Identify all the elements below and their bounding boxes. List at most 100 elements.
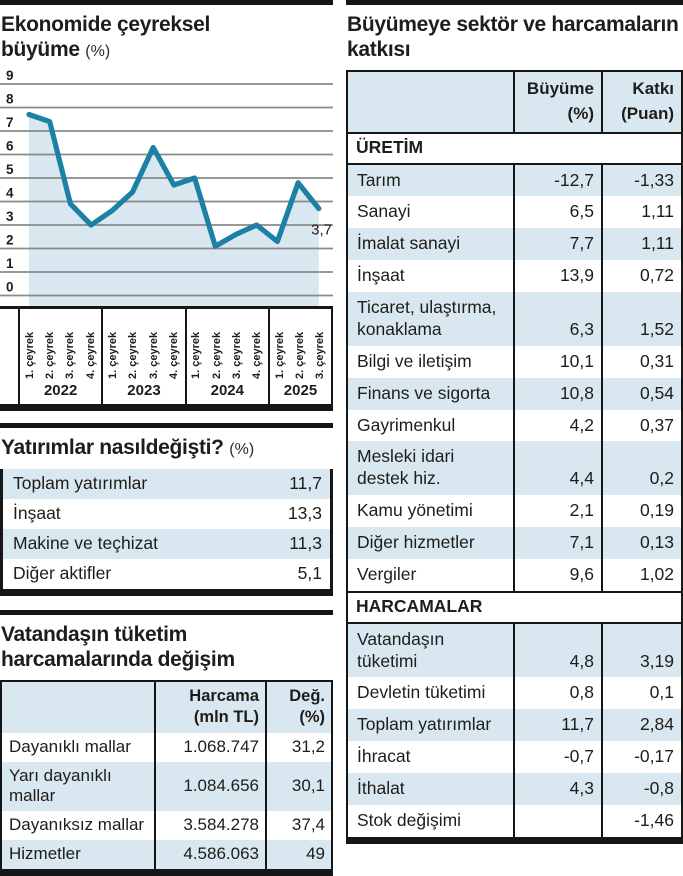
contribution-points: 0,31 xyxy=(601,345,682,378)
y-tick-label: 5 xyxy=(6,162,14,177)
growth-chart-title-text: Ekonomide çeyreksel büyüme xyxy=(1,13,211,62)
quarter-label: 4. çeyrek xyxy=(167,332,180,380)
consumption-pct: 31,2 xyxy=(265,732,332,762)
contribution-growth: 9,6 xyxy=(513,558,602,592)
investments-title: Yatırımlar nasıldeğişti? (%) xyxy=(1,435,333,460)
quarter-label: 4. çeyrek xyxy=(84,332,97,380)
section-header-label: HARCAMALAR xyxy=(347,590,682,624)
contributions-row: Mesleki idari destek hiz. 4,4 0,2 xyxy=(347,441,682,496)
consumption-amount: 1.068.747 xyxy=(154,732,266,762)
y-tick-label: 7 xyxy=(6,115,14,130)
quarter-label: 3. çeyrek xyxy=(147,332,160,380)
contribution-points: 0,37 xyxy=(601,409,682,442)
contribution-label: Mesleki idari destek hiz. xyxy=(357,446,455,489)
consumption-label: Yarı dayanıklı mallar xyxy=(9,766,112,806)
consumption-row: Dayanıksız mallar 3.584.278 37,4 xyxy=(1,810,332,840)
year-group: 1. çeyrek 2. çeyrek 3. çeyrek 2025 xyxy=(270,309,333,405)
section-divider-bar xyxy=(0,404,333,412)
left-column: Ekonomide çeyreksel büyüme (%) 9 8 7 6 5 4 3 2 1… xyxy=(0,0,333,876)
quarter-label: 3. çeyrek xyxy=(230,332,243,380)
contribution-growth: 11,7 xyxy=(513,709,602,742)
right-column: Büyümeye sektör ve harcamaların katkısı … xyxy=(346,0,683,876)
consumption-header-empty xyxy=(1,680,155,733)
contribution-points: 0,13 xyxy=(601,527,682,559)
contributions-row: Toplam yatırımlar 11,7 2,84 xyxy=(347,709,682,742)
investment-value: 13,3 xyxy=(287,502,322,523)
investments-table: Toplam yatırımlar 11,7 İnşaat 13,3 Makine ve… xyxy=(0,468,333,596)
contributions-row: Stok değişimi -1,46 xyxy=(347,804,682,841)
investments-row: İnşaat 13,3 xyxy=(2,499,332,529)
growth-chart-title: Ekonomide çeyreksel büyüme (%) xyxy=(1,12,261,62)
contribution-growth: 4,2 xyxy=(513,409,602,442)
consumption-pct: 37,4 xyxy=(265,810,332,840)
contributions-row: Kamu yönetimi 2,1 0,19 xyxy=(347,495,682,528)
contribution-points: -0,8 xyxy=(601,773,682,805)
contribution-label: Toplam yatırımlar xyxy=(357,714,492,735)
contributions-row: Devletin tüketimi 0,8 0,1 xyxy=(347,677,682,710)
contribution-points: 0,54 xyxy=(601,377,682,410)
y-tick-label: 8 xyxy=(6,92,14,107)
consumption-amount: 4.586.063 xyxy=(154,839,266,873)
growth-line xyxy=(26,112,322,250)
contribution-label: Vatandaşın tüketimi xyxy=(357,628,445,671)
y-tick-label: 0 xyxy=(6,280,14,295)
contributions-row: Tarım -12,7 -1,33 xyxy=(347,163,682,197)
contributions-table: Büyüme (%) Katkı (Puan) ÜRETİM Tarım -12,7 -1… xyxy=(346,70,683,844)
contribution-growth: 7,1 xyxy=(513,527,602,559)
contribution-growth: -12,7 xyxy=(513,163,602,197)
contributions-row: Finans ve sigorta 10,8 0,54 xyxy=(347,377,682,410)
contribution-points: -0,17 xyxy=(601,741,682,774)
contributions-row: İmalat sanayi 7,7 1,11 xyxy=(347,228,682,261)
contribution-label: Ticaret, ulaştırma, konaklama xyxy=(357,297,497,339)
chart-area-fill xyxy=(29,114,319,307)
contribution-label: Sanayi xyxy=(357,201,411,222)
year-group: 1. çeyrek 2. çeyrek 3. çeyrek 4. çeyrek 2023 xyxy=(103,309,187,405)
contribution-points: 1,02 xyxy=(601,558,682,592)
consumption-row: Dayanıklı mallar 1.068.747 31,2 xyxy=(1,732,332,762)
contribution-label: Stok değişimi xyxy=(357,809,462,830)
contributions-header-row: Büyüme (%) Katkı (Puan) xyxy=(347,71,682,133)
contribution-label: Vergiler xyxy=(357,563,417,584)
investment-label: Diğer aktifler xyxy=(13,562,112,583)
investment-value: 5,1 xyxy=(297,562,322,583)
contribution-points: 0,2 xyxy=(601,441,682,496)
growth-line-chart: 9 8 7 6 5 4 3 2 1 0 3,7 xyxy=(0,70,333,307)
contributions-row: Sanayi 6,5 1,11 xyxy=(347,196,682,229)
quarter-label: 4. çeyrek xyxy=(251,332,264,380)
quarter-label: 1. çeyrek xyxy=(23,332,36,380)
contributions-header-empty xyxy=(347,71,514,133)
contribution-points: 1,11 xyxy=(601,228,682,261)
contributions-row: İnşaat 13,9 0,72 xyxy=(347,260,682,293)
contribution-label: Gayrimenkul xyxy=(357,414,456,435)
x-axis-groups: 1. çeyrek 2. çeyrek 3. çeyrek 4. çeyrek 2022… xyxy=(18,309,333,405)
contributions-section-header: HARCAMALAR xyxy=(347,590,682,624)
consumption-amount: 1.084.656 xyxy=(154,761,266,811)
consumption-label: Dayanıksız mallar xyxy=(9,815,145,835)
contribution-growth: 2,1 xyxy=(513,495,602,528)
quarter-label: 2. çeyrek xyxy=(293,332,306,380)
contributions-row: Ticaret, ulaştırma, konaklama 6,3 1,52 xyxy=(347,292,682,346)
contribution-growth: 4,3 xyxy=(513,773,602,805)
contributions-section: Büyümeye sektör ve harcamaların katkısı … xyxy=(346,0,683,844)
contribution-points: 0,72 xyxy=(601,260,682,293)
year-label: 2023 xyxy=(127,382,161,400)
contribution-growth xyxy=(513,804,602,841)
investments-row: Diğer aktifler 5,1 xyxy=(2,559,332,593)
investments-row: Toplam yatırımlar 11,7 xyxy=(1,468,332,499)
contribution-growth: 4,8 xyxy=(513,622,602,678)
consumption-header-row: Harcama (mln TL) Değ. (%) xyxy=(1,680,332,733)
consumption-section: Vatandaşın tüketim harcamalarında değişi… xyxy=(0,609,333,876)
section-divider-bar xyxy=(346,0,683,5)
contribution-points: -1,33 xyxy=(601,163,682,197)
contributions-row: Diğer hizmetler 7,1 0,13 xyxy=(347,527,682,559)
investment-value: 11,3 xyxy=(289,532,322,553)
consumption-title: Vatandaşın tüketim harcamalarında değişi… xyxy=(1,622,235,671)
investment-label: Toplam yatırımlar xyxy=(13,472,148,493)
consumption-pct: 49 xyxy=(265,839,332,873)
y-tick-label: 2 xyxy=(6,233,14,248)
contribution-points: 0,19 xyxy=(601,495,682,528)
contribution-growth: 10,8 xyxy=(513,377,602,410)
quarter-labels: 1. çeyrek 2. çeyrek 3. çeyrek 4. çeyrek xyxy=(103,309,184,379)
consumption-label: Hizmetler xyxy=(9,844,81,864)
